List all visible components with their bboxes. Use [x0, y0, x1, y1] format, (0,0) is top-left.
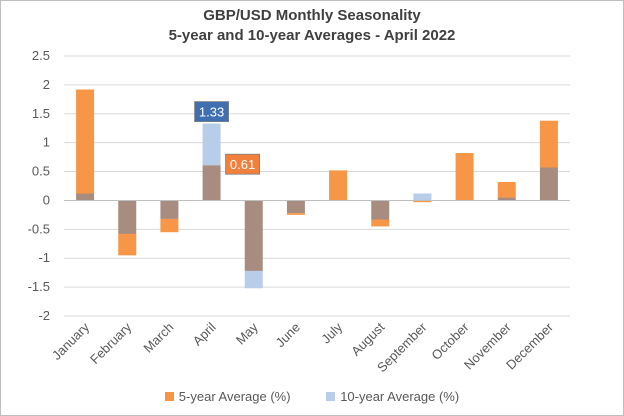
bar-10yr [244, 270, 263, 289]
data-label-text: 1.33 [199, 105, 224, 120]
legend-item-5yr: 5-year Average (%) [164, 389, 291, 404]
bar-5yr [497, 181, 516, 198]
chart-title-block: GBP/USD Monthly Seasonality 5-year and 1… [0, 6, 624, 46]
bar-overlap [539, 167, 558, 201]
bar-overlap [76, 193, 95, 201]
bar-5yr [413, 200, 432, 203]
bar-overlap [497, 197, 516, 201]
y-tick-label: 0 [43, 192, 50, 207]
legend-swatch-5yr [164, 392, 174, 401]
y-axis-ticks: -2 -1.5 -1 -0.5 0 0.5 1 1.5 2 2.5 [28, 48, 50, 323]
legend-item-10yr: 10-year Average (%) [326, 389, 459, 404]
x-tick-label: February [87, 319, 135, 367]
x-tick-label: May [233, 319, 261, 347]
data-labels: 1.33 0.61 [194, 101, 260, 175]
gridlines [64, 55, 570, 317]
bar-overlap [244, 200, 263, 271]
bar-overlap [286, 200, 305, 214]
y-tick-label: 1.5 [32, 106, 50, 121]
chart-title: GBP/USD Monthly Seasonality [203, 7, 421, 24]
bar-5yr [286, 213, 305, 215]
x-tick-label: December [503, 319, 556, 372]
y-tick-label: 0.5 [32, 164, 50, 179]
bar-5yr [371, 219, 390, 227]
x-tick-label: March [140, 320, 176, 356]
y-tick-label: -0.5 [28, 221, 50, 236]
chart-subtitle: 5-year and 10-year Averages - April 2022 [168, 27, 456, 44]
y-tick-label: -2 [38, 308, 50, 323]
y-tick-label: -1 [38, 250, 50, 265]
legend-label-5yr: 5-year Average (%) [178, 389, 291, 404]
bar-overlap [202, 165, 221, 201]
bar-5yr [160, 218, 179, 233]
y-tick-label: 1 [43, 135, 50, 150]
data-label-box [194, 101, 229, 122]
bar-overlap [118, 200, 137, 234]
x-tick-label: July [318, 319, 345, 346]
bar-5yr [329, 170, 348, 201]
bar-5yr [539, 120, 558, 168]
x-tick-label: August [348, 319, 387, 358]
data-label-text: 0.61 [230, 157, 255, 172]
bar-5yr [118, 233, 137, 256]
y-tick-label: 2.5 [32, 48, 50, 63]
x-tick-label: April [190, 319, 219, 348]
x-tick-label: June [272, 320, 303, 351]
legend-swatch-10yr [326, 392, 336, 401]
bars [76, 89, 558, 289]
bar-5yr [455, 153, 474, 201]
bar-overlap [371, 200, 390, 220]
y-tick-label: 2 [43, 77, 50, 92]
legend-label-10yr: 10-year Average (%) [340, 389, 460, 404]
bar-5yr [76, 89, 95, 194]
bar-10yr [413, 193, 432, 201]
data-label-box [225, 153, 260, 175]
bar-10yr [202, 123, 221, 166]
legend: 5-year Average (%) 10-year Average (%) [0, 389, 624, 404]
bar-overlap [160, 200, 179, 219]
y-tick-label: -1.5 [28, 279, 50, 294]
